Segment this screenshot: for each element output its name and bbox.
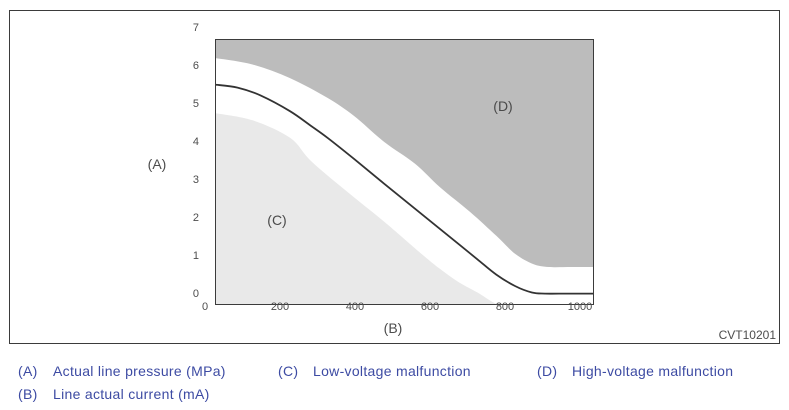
chart-frame bbox=[9, 10, 780, 344]
y-tick-label: 0 bbox=[192, 288, 199, 300]
legend-key: (B) bbox=[18, 386, 38, 402]
region-label-high-voltage: (D) bbox=[493, 98, 513, 114]
y-tick-label: 1 bbox=[192, 250, 199, 262]
y-axis-label: (A) bbox=[147, 156, 167, 172]
pressure-current-plot bbox=[215, 39, 594, 305]
x-tick-label: 1000 bbox=[567, 301, 593, 313]
legend-text: Line actual current (mA) bbox=[53, 386, 210, 402]
plot-border bbox=[215, 39, 594, 305]
legend-text: High-voltage malfunction bbox=[572, 363, 734, 379]
legend-item-b: (B) Line actual current (mA) bbox=[18, 386, 210, 402]
region-d-high-voltage-area bbox=[215, 39, 594, 268]
legend-text: Actual line pressure (MPa) bbox=[53, 363, 226, 379]
region-label-low-voltage: (C) bbox=[267, 212, 287, 228]
legend-text: Low-voltage malfunction bbox=[313, 363, 471, 379]
line-pressure-curve bbox=[215, 83, 594, 295]
legend-key: (D) bbox=[537, 363, 558, 379]
x-axis-label: (B) bbox=[383, 320, 403, 336]
y-tick-label: 2 bbox=[192, 212, 199, 224]
figure-code: CVT10201 bbox=[718, 328, 776, 342]
y-tick-label: 5 bbox=[192, 98, 199, 110]
legend-key: (A) bbox=[18, 363, 38, 379]
x-tick-label: 0 bbox=[201, 301, 209, 313]
region-c-low-voltage-area bbox=[215, 113, 500, 305]
x-tick-label: 600 bbox=[420, 301, 440, 313]
y-tick-label: 6 bbox=[192, 60, 199, 72]
x-tick-label: 400 bbox=[345, 301, 365, 313]
legend-item-a: (A) Actual line pressure (MPa) bbox=[18, 363, 226, 379]
legend-item-d: (D) High-voltage malfunction bbox=[537, 363, 733, 379]
legend-item-c: (C) Low-voltage malfunction bbox=[278, 363, 471, 379]
x-tick-label: 800 bbox=[495, 301, 515, 313]
legend-key: (C) bbox=[278, 363, 299, 379]
x-tick-label: 200 bbox=[270, 301, 290, 313]
y-tick-label: 3 bbox=[192, 174, 199, 186]
y-tick-label: 7 bbox=[192, 22, 199, 34]
y-tick-label: 4 bbox=[192, 136, 199, 148]
